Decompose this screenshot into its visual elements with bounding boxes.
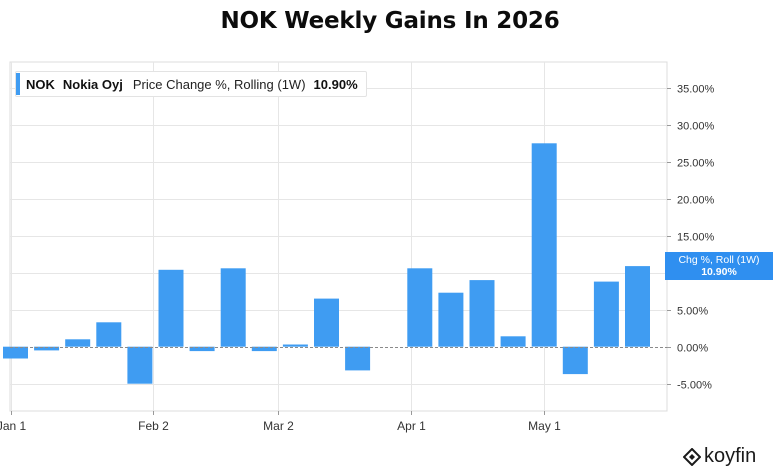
bar — [407, 268, 433, 347]
x-tick-label: Mar 2 — [263, 419, 294, 433]
y-tick-label: 15.00% — [677, 232, 715, 244]
legend-ticker: NOK — [26, 76, 55, 92]
legend-value: 10.90% — [313, 76, 358, 92]
y-tick-label: 30.00% — [677, 121, 715, 133]
brand-name: koyfin — [704, 445, 757, 467]
bar — [158, 269, 184, 347]
legend[interactable]: NOK Nokia Oyj Price Change %, Rolling (1… — [15, 71, 367, 97]
bar — [531, 143, 557, 347]
x-tick-label: Feb 2 — [138, 419, 169, 433]
legend-swatch — [16, 73, 20, 95]
bar — [345, 346, 371, 371]
bar — [251, 346, 277, 352]
flag-label: Chg %, Roll (1W) — [678, 254, 760, 266]
koyfin-logo-icon — [683, 447, 701, 466]
bar — [593, 281, 619, 347]
bar — [438, 292, 464, 347]
y-tick-label: 35.00% — [677, 84, 715, 96]
y-tick-label: -5.00% — [677, 380, 712, 392]
y-tick-label: 0.00% — [677, 343, 708, 355]
x-tick-label: Apr 1 — [397, 419, 426, 433]
bar — [314, 298, 339, 347]
flag-value: 10.90% — [701, 266, 737, 278]
brand-logo: koyfin — [683, 445, 756, 468]
axes: 35.00%30.00%25.00%20.00%15.00%10.00%5.00… — [0, 84, 715, 434]
last-value-flag: Chg %, Roll (1W) 10.90% — [665, 252, 773, 280]
bars — [3, 143, 650, 384]
chart-title: NOK Weekly Gains In 2026 — [220, 8, 560, 34]
bar — [96, 322, 122, 347]
y-tick-label: 25.00% — [677, 158, 715, 170]
bar — [500, 336, 526, 347]
bar — [562, 346, 588, 375]
bar — [3, 346, 28, 359]
bar — [189, 346, 215, 352]
bar — [282, 344, 308, 347]
y-tick-label: 20.00% — [677, 195, 715, 207]
bar — [625, 266, 650, 347]
bar — [220, 268, 246, 347]
bar — [469, 280, 495, 347]
bar — [65, 339, 91, 347]
bar — [34, 346, 60, 351]
x-tick-label: May 1 — [528, 419, 561, 433]
bar — [127, 346, 153, 384]
y-tick-label: 5.00% — [677, 306, 708, 318]
legend-company: Nokia Oyj — [62, 76, 123, 92]
legend-metric: Price Change %, Rolling (1W) — [132, 76, 306, 92]
x-tick-label: Jan 1 — [0, 419, 27, 433]
